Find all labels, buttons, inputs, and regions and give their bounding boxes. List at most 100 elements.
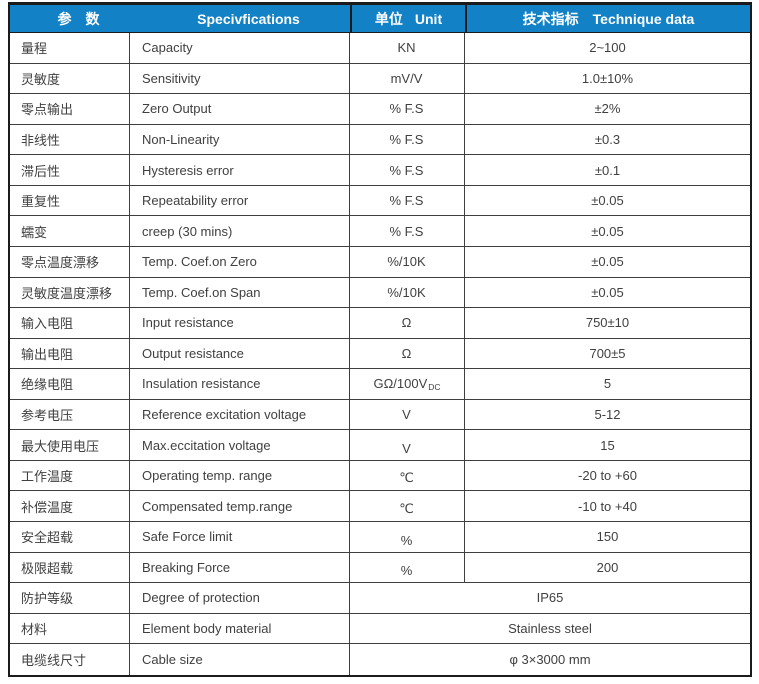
table-row: 零点输出 Zero Output % F.S ±2% [10, 94, 750, 125]
unit-cell: V [350, 399, 465, 430]
unit-cell: % [350, 522, 465, 552]
header-parameters-label: 参 数 [57, 10, 100, 27]
param-name-zh: 安全超载 [10, 522, 130, 552]
table-row: 重复性 Repeatability error % F.S ±0.05 [10, 185, 750, 217]
unit-subscript: DC [428, 381, 441, 392]
param-name-en: creep (30 mins) [130, 216, 350, 246]
unit-text: mV/V [390, 70, 423, 86]
param-name-en: Operating temp. range [130, 460, 350, 491]
tech-value: 5 [603, 376, 612, 392]
table-row: 量程 Capacity KN 2~100 [10, 33, 750, 64]
tech-value: 750±10 [585, 315, 630, 331]
tech-value: 200 [596, 559, 619, 575]
tech-value: ±0.1 [594, 162, 621, 178]
unit-text: % F.S [389, 223, 424, 239]
param-name-zh: 极限超载 [10, 552, 130, 583]
header-cell-unit: 单位 Unit [350, 5, 465, 32]
table-body: 量程 Capacity KN 2~100 灵敏度 Sensitivity mV/V 1.0±1… [10, 33, 750, 675]
unit-cell: ℃ [350, 460, 465, 491]
unit-text: % F.S [389, 193, 424, 209]
param-name-en: Output resistance [130, 338, 350, 369]
param-name-zh: 绝缘电阻 [10, 369, 130, 399]
unit-cell: KN [350, 33, 465, 63]
param-name-en: Hysteresis error [130, 155, 350, 185]
table-row: 最大使用电压 Max.eccitation voltage V 15 [10, 430, 750, 461]
unit-cell: % [350, 552, 465, 583]
param-name-zh: 零点温度漂移 [10, 246, 130, 277]
unit-cell: % F.S [350, 94, 465, 124]
param-name-en: Insulation resistance [130, 369, 350, 399]
param-name-en: Element body material [130, 613, 350, 644]
param-name-zh: 灵敏度 [10, 63, 130, 94]
table-row: 防护等级 Degree of protection IP65 [10, 583, 750, 614]
unit-cell: % F.S [350, 124, 465, 155]
param-name-en: Zero Output [130, 94, 350, 124]
param-name-zh: 补偿温度 [10, 491, 130, 521]
tech-value: ±0.05 [591, 193, 624, 209]
unit-cell: Ω [350, 338, 465, 369]
header-cell-technique-data: 技术指标 Technique data [465, 5, 750, 32]
table-row: 非线性 Non-Linearity % F.S ±0.3 [10, 124, 750, 156]
unit-text: ℃ [399, 470, 414, 486]
table-row: 参考电压 Reference excitation voltage V 5-12 [10, 399, 750, 431]
unit-cell: % F.S [350, 155, 465, 185]
table-row: 零点温度漂移 Temp. Coef.on Zero %/10K ±0.05 [10, 246, 750, 278]
param-name-en: Non-Linearity [130, 124, 350, 155]
param-name-en: Sensitivity [130, 63, 350, 94]
param-name-zh: 输入电阻 [10, 308, 130, 338]
table-row: 绝缘电阻 Insulation resistance GΩ/100V DC 5 [10, 369, 750, 400]
table-row: 输入电阻 Input resistance Ω 750±10 [10, 308, 750, 339]
tech-value: φ 3×3000 mm [509, 652, 591, 668]
unit-cell: V [350, 430, 465, 460]
unit-text: % F.S [389, 162, 424, 178]
tech-value: 2~100 [589, 40, 626, 56]
tech-value: ±0.05 [591, 284, 624, 300]
unit-text: % F.S [389, 101, 424, 117]
param-name-zh: 零点输出 [10, 94, 130, 124]
param-name-zh: 蠕变 [10, 216, 130, 246]
unit-cell: GΩ/100V DC [350, 369, 465, 399]
unit-cell: Ω [350, 308, 465, 338]
tech-value: 700±5 [589, 345, 626, 361]
table-row: 输出电阻 Output resistance Ω 700±5 [10, 338, 750, 370]
tech-value: ±2% [594, 101, 621, 117]
tech-value: Stainless steel [508, 620, 592, 636]
unit-text: GΩ/100V [373, 376, 428, 392]
table-row: 电缆线尺寸 Cable size φ 3×3000 mm [10, 644, 750, 675]
param-name-en: Capacity [130, 33, 350, 63]
tech-value: 150 [596, 529, 619, 545]
param-name-en: Reference excitation voltage [130, 399, 350, 430]
tech-value: IP65 [536, 590, 564, 606]
param-name-zh: 电缆线尺寸 [10, 644, 130, 675]
param-name-en: Cable size [130, 644, 350, 675]
param-name-zh: 最大使用电压 [10, 430, 130, 460]
header-technique-label-zh: 技术指标 [522, 10, 579, 27]
table-row: 安全超载 Safe Force limit% 150 [10, 522, 750, 553]
param-name-en: Breaking Force [130, 552, 350, 583]
unit-text: % [400, 563, 413, 579]
tech-value: ±0.05 [591, 223, 624, 239]
unit-text: % F.S [389, 131, 424, 147]
tech-value: 1.0±10% [581, 70, 634, 86]
param-name-zh: 滞后性 [10, 155, 130, 185]
unit-text: ℃ [399, 501, 414, 516]
param-name-en: Input resistance [130, 308, 350, 338]
table-header: 参 数 Specivfications 单位 Unit 技术指标 Techniq… [10, 5, 750, 33]
table-row: 蠕变 creep (30 mins) % F.S ±0.05 [10, 216, 750, 247]
unit-cell: %/10K [350, 277, 465, 308]
param-name-zh: 重复性 [10, 185, 130, 216]
param-name-zh: 输出电阻 [10, 338, 130, 369]
tech-value: ±0.3 [594, 131, 621, 147]
table-row: 工作温度 Operating temp. range ℃ -20 to +60 [10, 460, 750, 492]
table-row: 补偿温度 Compensated temp.range ℃ -10 to +40 [10, 491, 750, 522]
param-name-zh: 工作温度 [10, 460, 130, 491]
unit-text: %/10K [387, 284, 426, 300]
param-name-en: Degree of protection [130, 583, 350, 613]
unit-cell: mV/V [350, 63, 465, 94]
unit-text: Ω [401, 315, 412, 331]
param-name-en: Repeatability error [130, 185, 350, 216]
param-name-en: Max.eccitation voltage [130, 430, 350, 460]
table-row: 滞后性 Hysteresis error % F.S ±0.1 [10, 155, 750, 186]
spec-table: 参 数 Specivfications 单位 Unit 技术指标 Techniq… [8, 2, 752, 677]
header-cell-parameters: 参 数 [10, 5, 147, 32]
